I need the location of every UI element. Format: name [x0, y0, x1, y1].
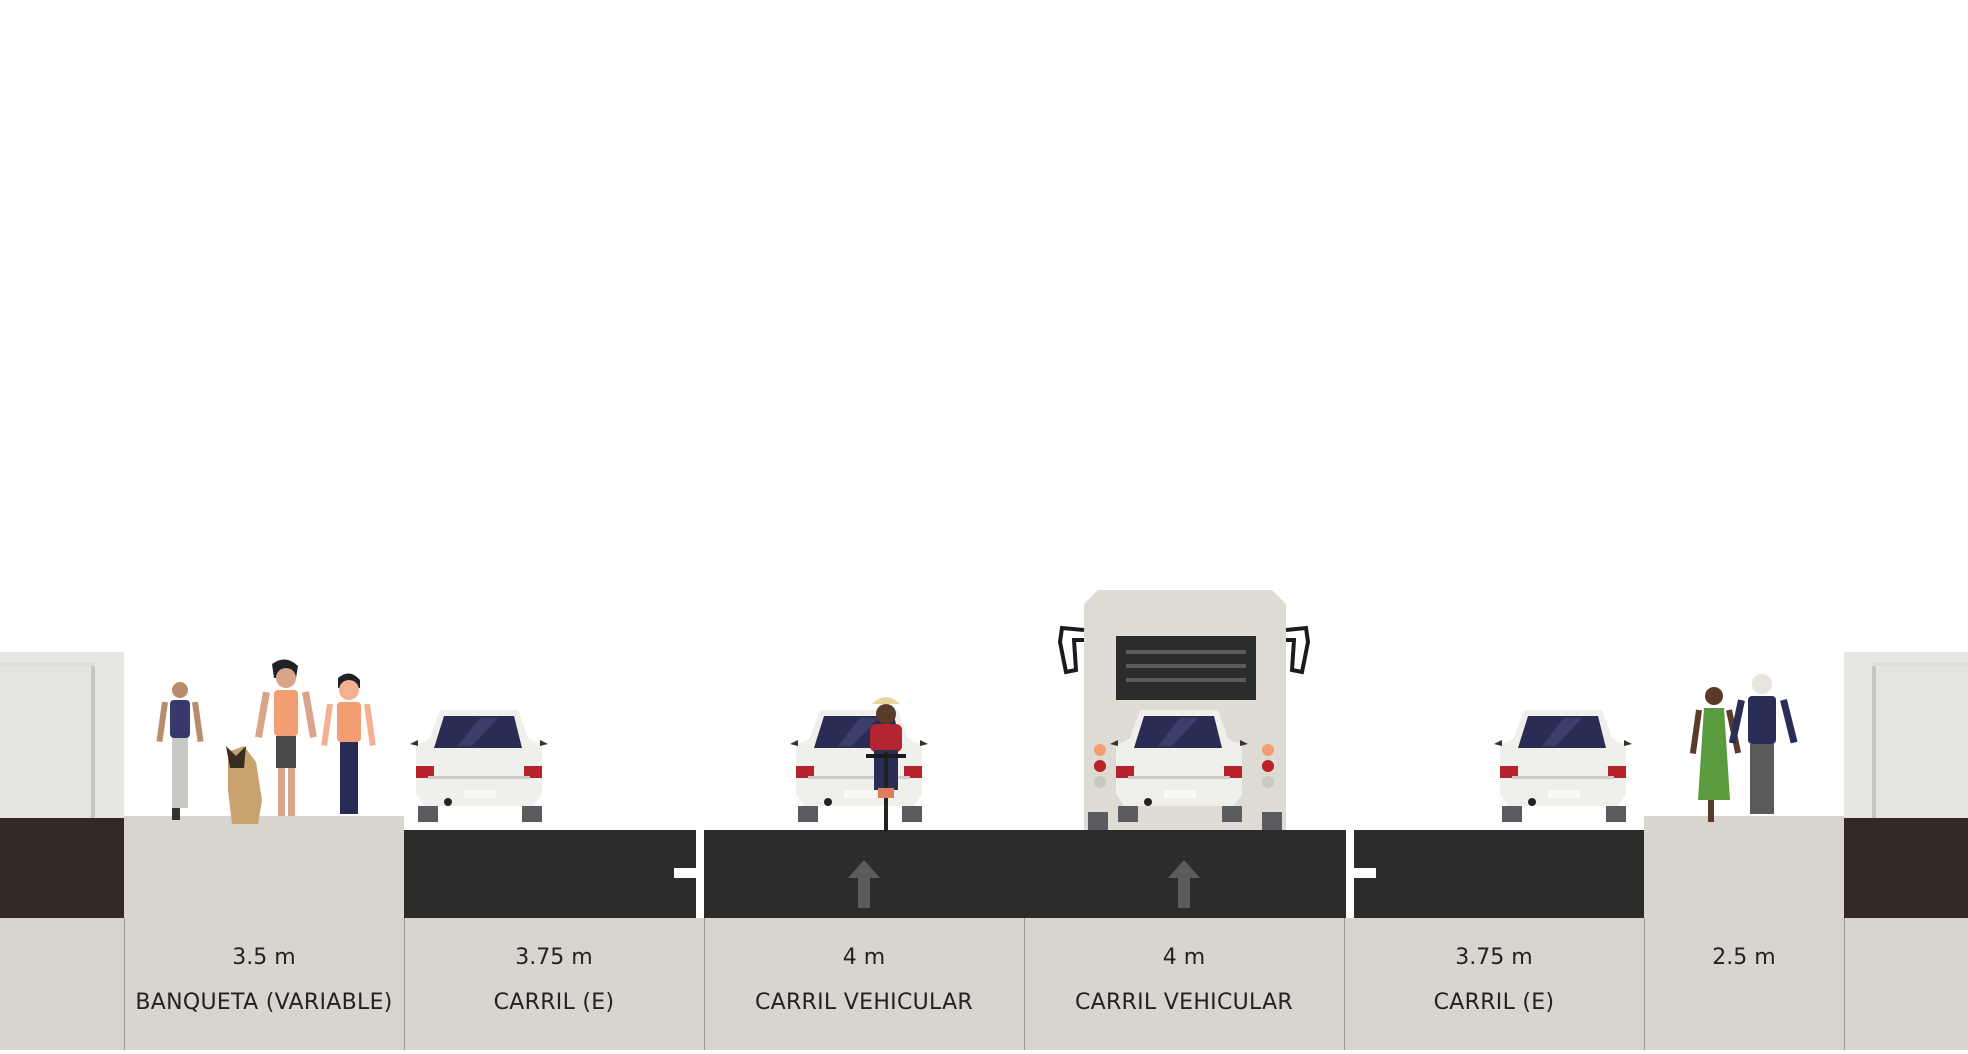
segment-divider — [1024, 918, 1025, 1050]
pedestrian-icon — [321, 673, 376, 814]
segment-name-label: CARRIL (E) — [493, 990, 615, 1015]
segment-divider — [1344, 918, 1345, 1050]
building-left — [0, 652, 124, 918]
car-icon — [790, 710, 928, 822]
segment-divider — [1844, 918, 1845, 1050]
segment-divider — [404, 918, 405, 1050]
sidewalk-left — [124, 816, 404, 918]
segment-divider — [704, 918, 705, 1050]
pedestrian-icon — [1728, 674, 1798, 814]
building-right — [1844, 652, 1968, 918]
pedestrian-icon — [156, 682, 204, 820]
segment-width-label: 4 m — [842, 945, 886, 970]
segment-width-label: 4 m — [1162, 945, 1206, 970]
segment-label-strip — [0, 918, 1968, 1050]
segment-name-label: CARRIL VEHICULAR — [754, 990, 974, 1015]
segment-name-label: BANQUETA (VARIABLE) — [135, 990, 393, 1015]
segment-width-label: 3.5 m — [232, 945, 296, 970]
segment-name-label: CARRIL VEHICULAR — [1074, 990, 1294, 1015]
pedestrian-icon — [255, 659, 317, 816]
cyclist-icon — [866, 697, 906, 832]
car-icon — [1494, 710, 1632, 822]
roadway — [404, 830, 1644, 918]
segment-width-label: 3.75 m — [1455, 945, 1533, 970]
segment-width-label: 3.75 m — [515, 945, 593, 970]
sidewalk-right — [1644, 816, 1844, 918]
pedestrian-icon — [1689, 687, 1742, 822]
segment-divider — [1644, 918, 1645, 1050]
segment-divider — [124, 918, 125, 1050]
segment-width-label: 2.5 m — [1712, 945, 1776, 970]
segment-name-label: CARRIL (E) — [1433, 990, 1555, 1015]
dog-icon — [226, 746, 262, 824]
car-icon — [410, 710, 548, 822]
